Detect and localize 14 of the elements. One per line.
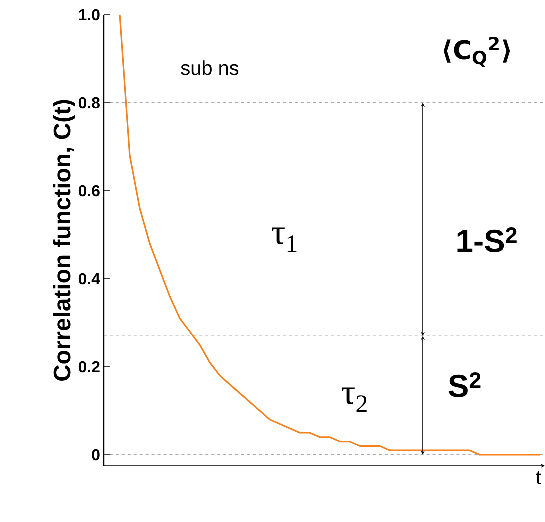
y-tick-label: 0.6 — [78, 185, 100, 197]
annotation: τ$_{2}$ — [342, 388, 367, 412]
x-axis-title: t — [536, 472, 542, 485]
y-axis-title: Correlation function, C(t) — [53, 100, 76, 381]
y-tick-label: 1.0 — [79, 9, 100, 21]
y-tick-label: 0.2 — [78, 361, 100, 373]
annotation: 1-S$^{2}$ — [458, 228, 517, 252]
annotation: ⟨C$_{Q}$$^{2}$⟩ — [444, 36, 510, 67]
y-tick-label: 0.4 — [78, 273, 100, 285]
y-tick-label: 0.8 — [78, 97, 100, 109]
annotation: S$^{2}$ — [448, 372, 481, 398]
annotation: sub ns — [181, 60, 239, 76]
y-tick-label: 0 — [92, 449, 100, 461]
annotation: τ$_{1}$ — [272, 228, 297, 252]
